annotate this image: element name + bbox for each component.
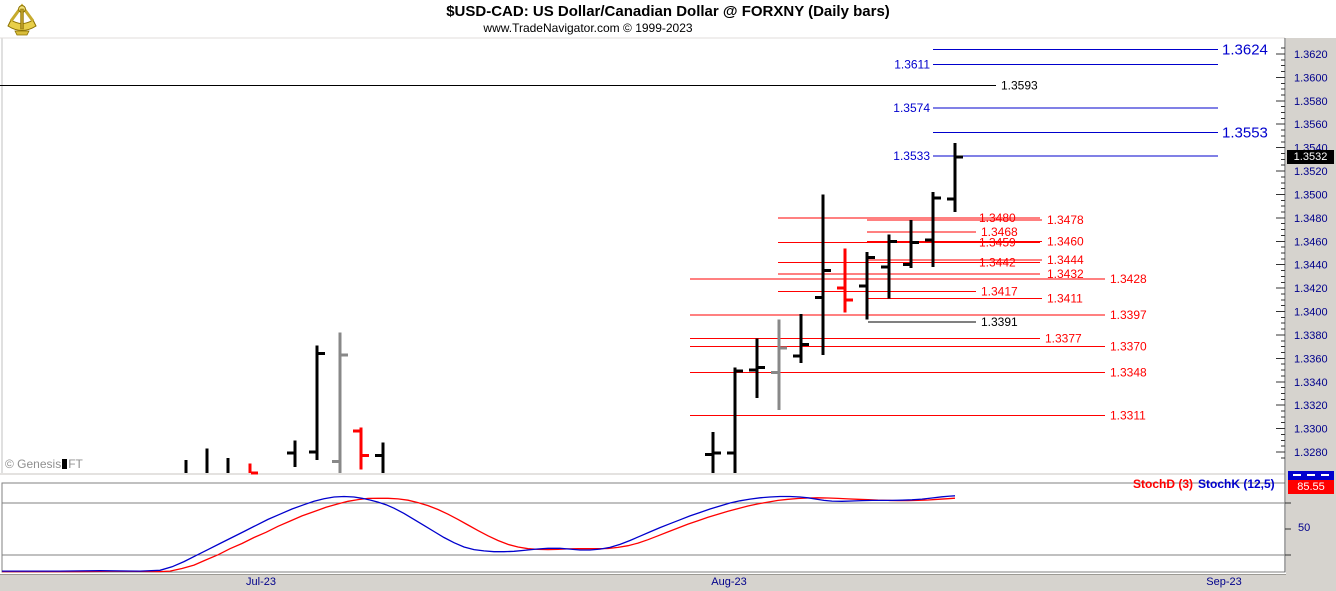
stochk-legend-label: StochK (12,5) [1198,477,1275,491]
price-level-label: 1.3348 [1110,365,1147,379]
price-axis-tick-label: 1.3560 [1294,119,1328,131]
stoch-axis-mid-label: 50 [1298,522,1311,534]
genesis-watermark-suffix: FT [68,457,83,471]
ohlc-bar [332,332,348,473]
price-level-label: 1.3417 [981,285,1018,299]
price-axis-tick-label: 1.3420 [1294,283,1328,295]
stochk-value-badge [1288,471,1334,480]
stochd-legend-label: StochD (3) [1133,477,1193,491]
price-axis-tick-label: 1.3580 [1294,96,1328,108]
price-level-label: 1.3377 [1045,331,1082,345]
stochd-value-badge: 85.55 [1288,480,1334,494]
ohlc-bar [375,442,385,473]
price-level-label: 1.3311 [1110,409,1146,423]
ohlc-bar [248,463,258,475]
price-level-label: 1.3397 [1110,308,1147,322]
price-level-label: 1.3460 [1047,234,1084,248]
genesis-logo-glyph [62,459,68,469]
price-axis-tick-label: 1.3360 [1294,353,1328,365]
price-level-label: 1.3411 [1047,292,1083,306]
chart-title: $USD-CAD: US Dollar/Canadian Dollar @ FO… [446,3,890,20]
price-level-label: 1.3391 [981,315,1018,329]
price-level-label: 1.3432 [1047,267,1084,281]
price-level-label: 1.3533 [893,149,930,163]
price-level-label: 1.3478 [1047,213,1084,227]
ohlc-bar [837,248,853,313]
chart-subtitle: www.TradeNavigator.com © 1999-2023 [483,21,693,35]
price-level-label: 1.3553 [1222,124,1268,141]
ohlc-bar [903,220,919,269]
ohlc-bar [749,338,765,399]
month-label-aug: Aug-23 [711,576,747,588]
price-level-label: 1.3574 [893,101,930,115]
month-label-jul: Jul-23 [246,576,276,588]
price-axis-tick-label: 1.3620 [1294,49,1328,61]
price-axis-tick-label: 1.3400 [1294,307,1328,319]
price-level-label: 1.3468 [981,225,1018,239]
price-axis-tick-label: 1.3300 [1294,424,1328,436]
ohlc-bar [727,367,743,473]
ohlc-bar [947,142,963,213]
price-level-label: 1.3480 [979,211,1016,225]
price-level-label: 1.3459 [979,235,1016,249]
price-axis-tick-label: 1.3600 [1294,72,1328,84]
ohlc-bar [793,313,809,364]
price-axis-tick-label: 1.3500 [1294,189,1328,201]
ohlc-bar [309,345,325,461]
price-level-label: 1.3370 [1110,340,1147,354]
price-axis-tick-label: 1.3460 [1294,236,1328,248]
ohlc-bar [353,427,369,470]
price-axis-tick-label: 1.3280 [1294,447,1328,459]
price-level-label: 1.3624 [1222,41,1268,58]
price-axis-background [1286,38,1336,591]
last-price-badge: 1.3532 [1287,150,1334,164]
ohlc-bar [771,319,787,410]
price-axis-tick-label: 1.3480 [1294,213,1328,225]
price-axis-tick-label: 1.3320 [1294,400,1328,412]
price-axis-tick-label: 1.3340 [1294,377,1328,389]
tradenavigator-logo [7,3,37,36]
price-level-label: 1.3428 [1110,272,1147,286]
ohlc-bar [881,234,897,299]
ohlc-bar [815,194,831,355]
price-level-label: 1.3593 [1001,79,1038,93]
genesis-watermark-prefix: © Genesis [5,457,62,471]
genesis-watermark: © Genesis FT [5,457,83,471]
price-axis-tick-label: 1.3380 [1294,330,1328,342]
stoch-line-k [2,495,956,572]
price-level-label: 1.3442 [979,255,1016,269]
stoch-panel-border [1,482,1286,573]
price-level-label: 1.3611 [894,58,930,72]
ohlc-bar [705,432,721,473]
price-axis-tick-label: 1.3440 [1294,260,1328,272]
month-label-sep: Sep-23 [1206,576,1242,588]
price-level-label: 1.3444 [1047,253,1084,267]
ohlc-bar [859,251,875,320]
ohlc-bar [925,192,941,268]
price-axis-tick-label: 1.3520 [1294,166,1328,178]
date-axis-strip [0,574,1286,591]
ohlc-bar [287,440,297,468]
stoch-line-d [2,497,956,573]
